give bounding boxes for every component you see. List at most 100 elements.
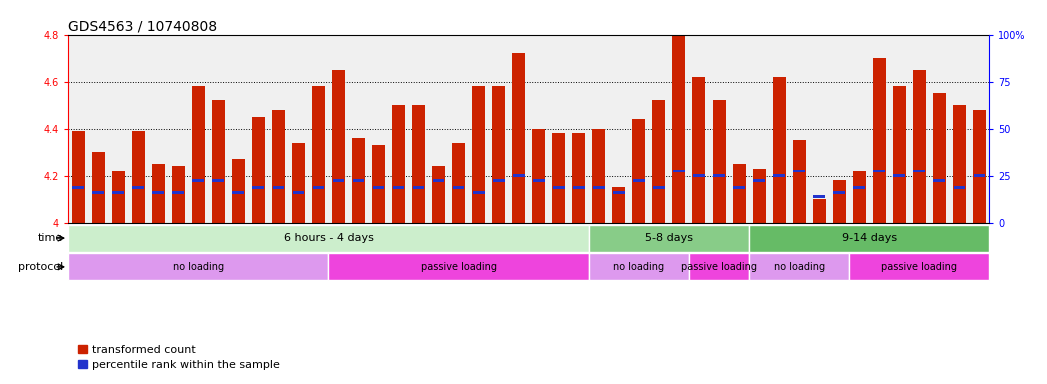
Bar (833, 191, 845, 194)
Bar (653, 186, 665, 189)
Bar (733, 186, 744, 189)
Text: 6 hours - 4 days: 6 hours - 4 days (284, 233, 374, 243)
Bar (849, 253, 989, 280)
Bar (814, 195, 825, 198)
Bar (173, 191, 184, 194)
Bar (612, 187, 625, 223)
Legend: transformed count, percentile rank within the sample: transformed count, percentile rank withi… (73, 340, 285, 375)
Bar (689, 253, 749, 280)
Bar (593, 129, 605, 223)
Bar (393, 186, 404, 189)
Bar (873, 170, 885, 172)
Bar (588, 225, 749, 252)
Bar (588, 253, 689, 280)
Bar (713, 101, 726, 223)
Bar (749, 225, 989, 252)
Bar (413, 105, 425, 223)
Bar (72, 186, 84, 189)
Text: no loading: no loading (774, 262, 825, 272)
Text: no loading: no loading (614, 262, 665, 272)
Bar (71, 131, 85, 223)
Bar (329, 253, 588, 280)
Bar (692, 77, 706, 223)
Bar (91, 152, 105, 223)
Bar (473, 191, 485, 194)
Bar (432, 179, 445, 182)
Bar (392, 105, 405, 223)
Bar (753, 169, 765, 223)
Bar (472, 86, 485, 223)
Bar (193, 179, 204, 182)
Bar (272, 110, 285, 223)
Bar (132, 131, 144, 223)
Bar (913, 70, 926, 223)
Text: passive loading: passive loading (421, 262, 496, 272)
Text: no loading: no loading (173, 262, 224, 272)
Bar (512, 53, 526, 223)
Bar (652, 101, 666, 223)
Bar (933, 93, 945, 223)
Bar (794, 170, 805, 172)
Bar (132, 186, 144, 189)
Bar (252, 186, 264, 189)
Bar (893, 174, 906, 177)
Bar (954, 186, 965, 189)
Text: time: time (38, 233, 63, 243)
Bar (493, 179, 505, 182)
Bar (513, 174, 525, 177)
Text: passive loading: passive loading (882, 262, 957, 272)
Bar (252, 117, 265, 223)
Bar (452, 143, 465, 223)
Bar (112, 171, 125, 223)
Bar (92, 191, 104, 194)
Bar (352, 138, 365, 223)
Bar (953, 105, 966, 223)
Bar (632, 119, 645, 223)
Bar (753, 179, 765, 182)
Bar (832, 180, 846, 223)
Bar (152, 191, 164, 194)
Bar (211, 101, 225, 223)
Bar (893, 86, 906, 223)
Bar (873, 58, 886, 223)
Bar (172, 166, 184, 223)
Bar (573, 186, 584, 189)
Bar (793, 141, 805, 223)
Bar (312, 86, 325, 223)
Bar (713, 174, 725, 177)
Bar (749, 253, 849, 280)
Bar (593, 186, 605, 189)
Text: 5-8 days: 5-8 days (645, 233, 693, 243)
Bar (612, 191, 625, 194)
Bar (272, 186, 284, 189)
Bar (292, 143, 305, 223)
Bar (68, 225, 588, 252)
Bar (452, 186, 465, 189)
Bar (353, 179, 364, 182)
Bar (533, 179, 544, 182)
Bar (192, 86, 205, 223)
Bar (313, 186, 325, 189)
Bar (372, 145, 385, 223)
Bar (552, 133, 565, 223)
Bar (112, 191, 124, 194)
Bar (853, 186, 865, 189)
Bar (492, 86, 506, 223)
Bar (292, 191, 305, 194)
Bar (232, 191, 244, 194)
Bar (231, 159, 245, 223)
Bar (812, 199, 826, 223)
Bar (773, 77, 785, 223)
Text: passive loading: passive loading (681, 262, 757, 272)
Bar (934, 179, 945, 182)
Bar (693, 174, 705, 177)
Bar (152, 164, 164, 223)
Bar (774, 174, 785, 177)
Bar (913, 170, 926, 172)
Bar (333, 179, 344, 182)
Bar (332, 70, 344, 223)
Bar (974, 174, 985, 177)
Text: GDS4563 / 10740808: GDS4563 / 10740808 (68, 20, 217, 33)
Bar (852, 171, 866, 223)
Bar (532, 129, 545, 223)
